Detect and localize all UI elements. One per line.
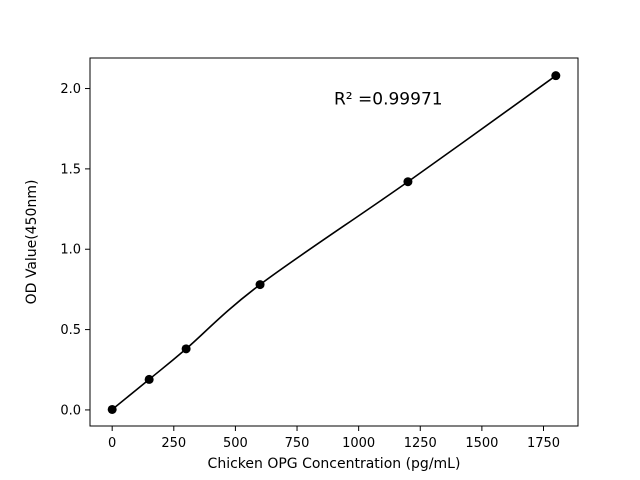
y-tick-label: 0.5 — [60, 323, 81, 338]
x-tick-label: 1500 — [465, 436, 498, 451]
data-point-marker — [255, 280, 265, 290]
x-axis-label: Chicken OPG Concentration (pg/mL) — [208, 456, 461, 472]
data-point-marker — [551, 71, 561, 81]
data-point-marker — [403, 177, 413, 187]
data-point-marker — [107, 404, 117, 414]
y-tick-label: 1.0 — [60, 243, 81, 258]
data-point-marker — [181, 344, 191, 354]
x-tick-label: 750 — [285, 436, 310, 451]
x-tick-label: 1000 — [342, 436, 375, 451]
x-tick-label: 1750 — [527, 436, 560, 451]
x-tick-label: 1250 — [404, 436, 437, 451]
x-tick-label: 250 — [161, 436, 186, 451]
plot-area — [89, 57, 579, 427]
r-squared-annotation: R² =0.99971 — [334, 90, 443, 110]
y-axis-label: OD Value(450nm) — [24, 180, 40, 305]
x-tick-label: 0 — [108, 436, 116, 451]
y-tick-label: 2.0 — [60, 82, 81, 97]
y-tick-label: 0.0 — [60, 403, 81, 418]
x-tick-label: 500 — [223, 436, 248, 451]
data-point-marker — [144, 374, 154, 384]
y-tick-label: 1.5 — [60, 162, 81, 177]
